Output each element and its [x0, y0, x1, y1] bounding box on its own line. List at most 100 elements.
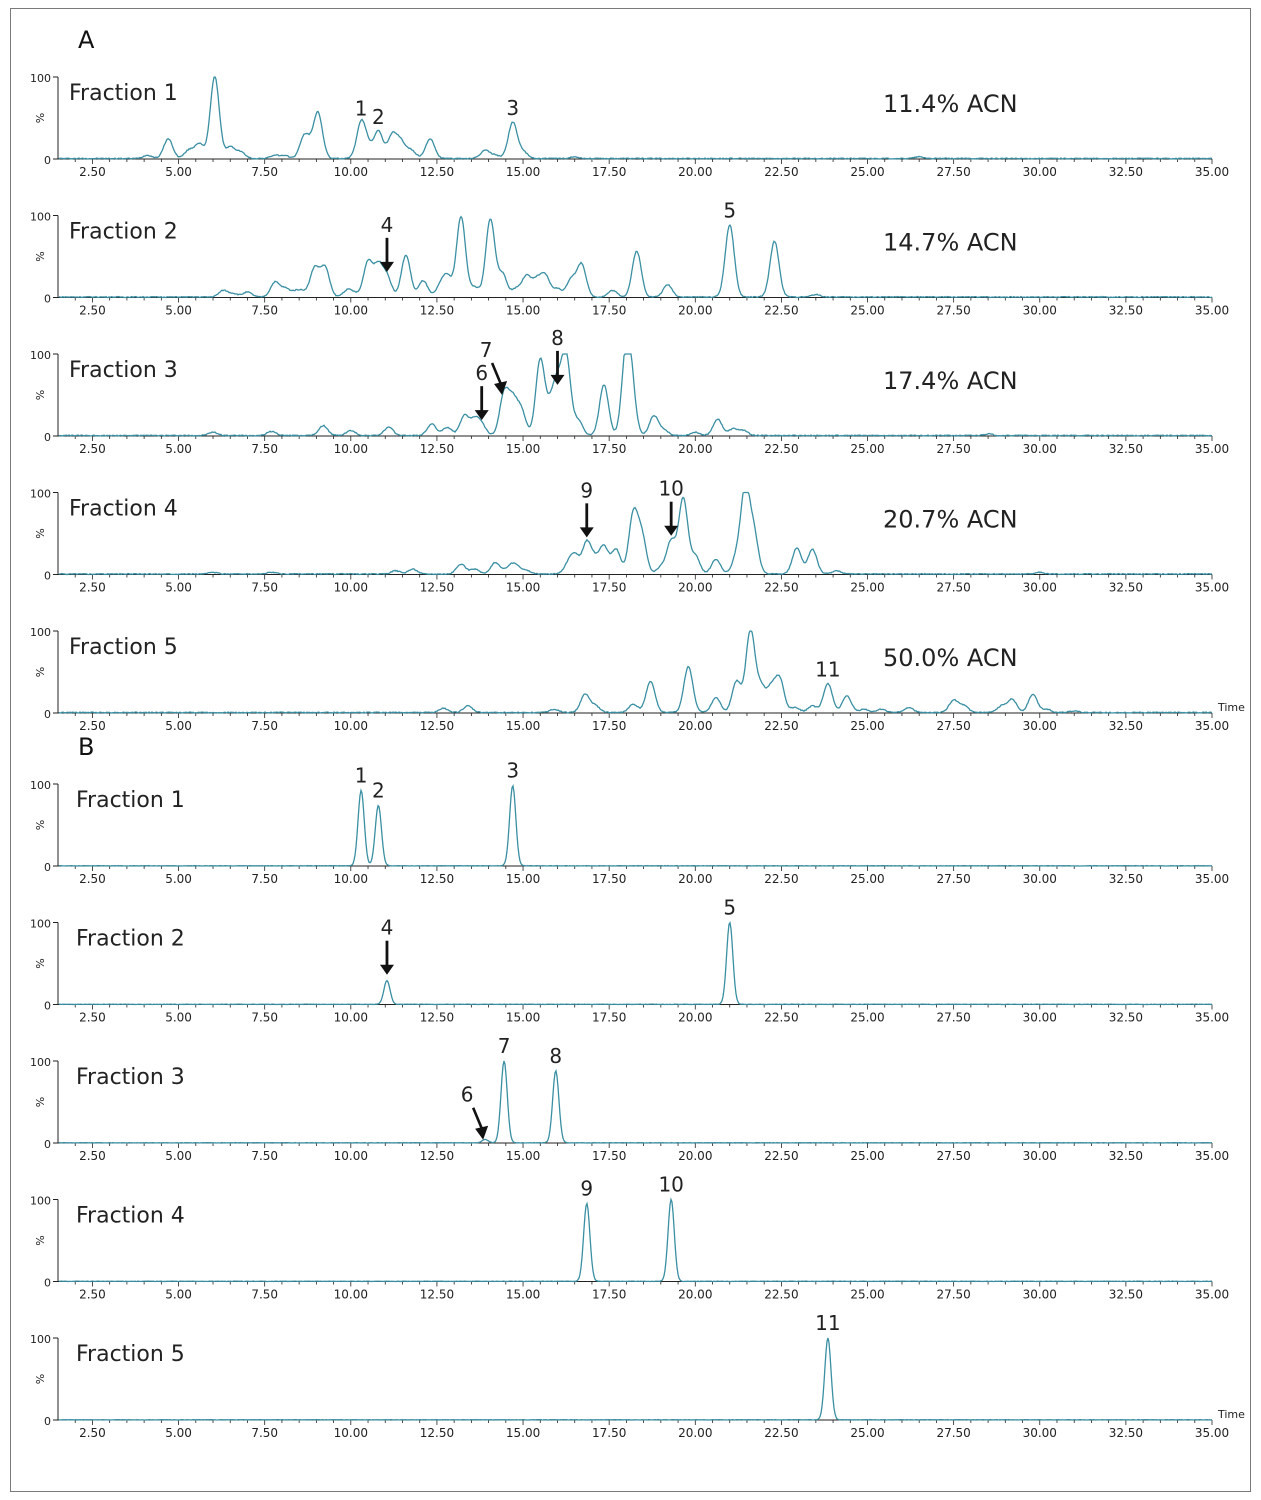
- x-tick-label: 7.50: [251, 165, 278, 179]
- trace-a-3: 100 0% 2.50 5.00 7.50 10.00 12.50 15.00 17.50 20.…: [30, 326, 1229, 456]
- x-tick-label: 10.00: [334, 872, 368, 886]
- x-tick-label: 25.00: [850, 442, 884, 456]
- y-tick-label: 100: [30, 1056, 51, 1069]
- peak-point: [501, 273, 504, 276]
- x-tick-label: 7.50: [251, 872, 278, 886]
- peak-point: [385, 276, 388, 279]
- x-tick-label: 27.50: [936, 304, 970, 318]
- peak-point: [549, 410, 552, 413]
- x-tick-label: 35.00: [1195, 442, 1229, 456]
- chromatogram-line: [58, 1197, 1213, 1283]
- peak-point: [863, 708, 866, 711]
- peak-point: [907, 707, 910, 710]
- peak-label: 4: [381, 213, 394, 237]
- peak-point: [167, 138, 170, 141]
- x-tick-label: 7.50: [251, 304, 278, 318]
- x-tick-label: 22.50: [764, 304, 798, 318]
- fraction-name: Fraction 3: [69, 358, 178, 383]
- peak-point: [494, 562, 497, 565]
- x-tick-label: 20.00: [678, 1149, 712, 1163]
- peak-point: [826, 683, 829, 686]
- x-tick-label: 30.00: [1023, 1426, 1057, 1440]
- peak-point: [602, 384, 605, 387]
- x-tick-label: 5.00: [165, 1149, 192, 1163]
- peak-point: [480, 425, 483, 428]
- x-tick-label: 15.00: [506, 1011, 540, 1025]
- peak-point: [460, 216, 463, 219]
- x-tick-label: 12.50: [420, 719, 454, 733]
- x-tick-label: 27.50: [936, 719, 970, 733]
- peak-point: [439, 286, 442, 289]
- x-axis-label: Time: [1217, 701, 1245, 714]
- peak-point: [213, 76, 216, 79]
- peak-label: 11: [815, 657, 840, 681]
- x-tick-label: 30.00: [1023, 719, 1057, 733]
- x-tick-label: 2.50: [79, 1149, 106, 1163]
- peak-label: 7: [498, 1034, 511, 1058]
- y-tick-label: 100: [30, 918, 51, 931]
- x-tick-label: 30.00: [1023, 1149, 1057, 1163]
- x-tick-label: 12.50: [420, 1288, 454, 1302]
- x-tick-label: 32.50: [1109, 1288, 1143, 1302]
- peak-point: [640, 536, 643, 539]
- x-tick-label: 17.50: [592, 165, 626, 179]
- peak-point: [553, 708, 556, 711]
- x-tick-label: 2.50: [79, 1011, 106, 1025]
- fraction-name: Fraction 5: [76, 1342, 185, 1367]
- x-tick-label: 20.00: [678, 1426, 712, 1440]
- x-tick-label: 7.50: [251, 1149, 278, 1163]
- peak-arrowhead: [474, 410, 489, 421]
- peak-point: [274, 281, 277, 284]
- peak-point: [770, 689, 773, 692]
- x-tick-label: 17.50: [592, 304, 626, 318]
- x-tick-label: 15.00: [506, 1149, 540, 1163]
- x-tick-label: 15.00: [506, 1288, 540, 1302]
- peak-point: [663, 430, 666, 433]
- peak-point: [284, 155, 287, 158]
- peak-point: [387, 426, 390, 429]
- figure-frame: [10, 8, 1251, 1492]
- peak-point: [399, 141, 402, 144]
- peak-point: [716, 418, 719, 421]
- peak-point: [652, 415, 655, 418]
- chromatogram-line: [58, 1060, 1213, 1144]
- x-tick-label: 7.50: [251, 442, 278, 456]
- x-tick-label: 20.00: [678, 719, 712, 733]
- peak-point: [503, 1060, 506, 1063]
- peak-point: [301, 291, 304, 294]
- x-tick-label: 27.50: [936, 1426, 970, 1440]
- peak-point: [525, 276, 528, 279]
- peak-label: 10: [658, 1173, 683, 1197]
- peak-point: [187, 149, 190, 152]
- peak-point: [1045, 708, 1048, 711]
- peak-point: [778, 679, 781, 682]
- peak-point: [303, 135, 306, 138]
- y-tick-label: 0: [44, 708, 51, 721]
- x-tick-label: 30.00: [1023, 581, 1057, 595]
- peak-point: [411, 568, 414, 571]
- x-tick-label: 15.00: [506, 442, 540, 456]
- x-tick-label: 20.00: [678, 304, 712, 318]
- panel-label: A: [78, 26, 95, 54]
- x-tick-label: 12.50: [420, 442, 454, 456]
- peak-point: [391, 135, 394, 138]
- trace-b-2: 100 0% 2.50 5.00 7.50 10.00 12.50 15.00 17.50 20.…: [30, 896, 1229, 1025]
- peak-point: [317, 113, 320, 116]
- x-tick-label: 32.50: [1109, 1011, 1143, 1025]
- peak-point: [146, 154, 149, 157]
- x-tick-label: 17.50: [592, 719, 626, 733]
- x-tick-label: 20.00: [678, 1011, 712, 1025]
- peak-label: 2: [372, 105, 385, 129]
- x-tick-label: 32.50: [1109, 1426, 1143, 1440]
- x-tick-label: 2.50: [79, 581, 106, 595]
- peak-point: [735, 557, 738, 560]
- peak-point: [728, 224, 731, 227]
- peak-point: [659, 566, 662, 569]
- y-tick-label: 100: [30, 72, 51, 85]
- peak-label: 7: [480, 338, 493, 362]
- x-tick-label: 22.50: [764, 1149, 798, 1163]
- x-tick-label: 5.00: [165, 1288, 192, 1302]
